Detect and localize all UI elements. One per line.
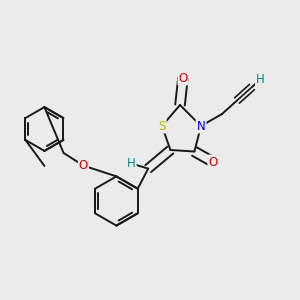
Text: H: H [256, 73, 265, 86]
Text: O: O [208, 155, 217, 169]
Text: H: H [127, 157, 136, 170]
Text: O: O [178, 71, 188, 85]
Text: S: S [158, 119, 166, 133]
Text: N: N [196, 119, 206, 133]
Text: O: O [79, 159, 88, 172]
